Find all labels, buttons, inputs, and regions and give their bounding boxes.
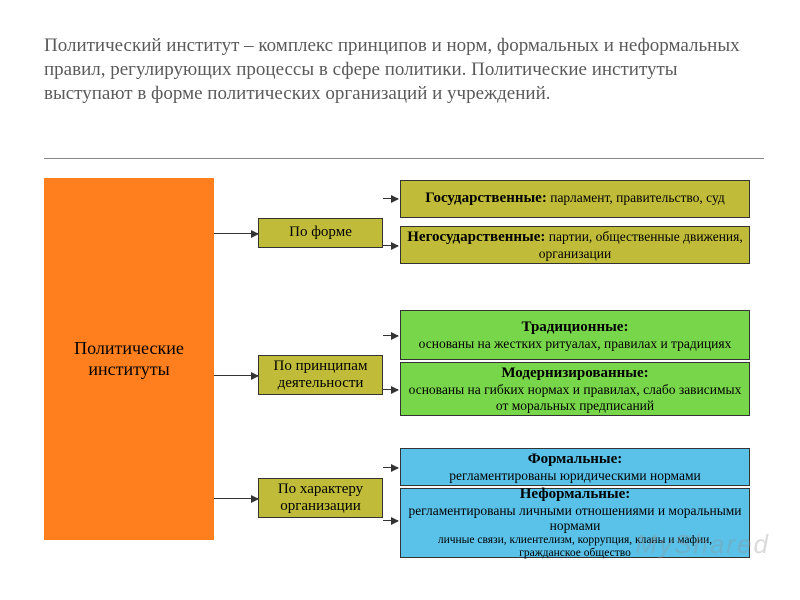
output-rest: парламент, правительство, суд	[547, 190, 725, 205]
output-informal: Неформальные: регламентированы личными о…	[400, 488, 750, 558]
output-formal: Формальные: регламентированы юридическим…	[400, 448, 750, 486]
output-state: Государственные: парламент, правительств…	[400, 180, 750, 218]
output-lead: Негосударственные:	[407, 229, 545, 245]
title-underline	[44, 158, 764, 159]
category-box-principles: По принципам деятельности	[258, 355, 383, 395]
output-rest: регламентированы личными отношениями и м…	[408, 503, 741, 534]
category-label: По форме	[289, 224, 352, 241]
output-lead: Государственные:	[425, 190, 547, 206]
arrow	[383, 335, 398, 336]
category-label: По принципам деятельности	[265, 358, 376, 393]
category-label: По характеру организации	[265, 481, 376, 516]
output-lead: Формальные:	[528, 451, 623, 467]
arrow	[383, 198, 398, 199]
arrow	[383, 467, 398, 468]
output-lead: Неформальные:	[520, 486, 631, 502]
output-rest: основаны на гибких нормах и правилах, сл…	[409, 382, 742, 413]
output-modernized: Модернизированные: основаны на гибких но…	[400, 362, 750, 416]
output-rest: основаны на жестких ритуалах, правилах и…	[419, 336, 732, 351]
output-rest: регламентированы юридическими нормами	[449, 468, 700, 483]
slide-title: Политический институт – комплекс принцип…	[44, 34, 764, 105]
output-lead: Модернизированные:	[501, 365, 648, 381]
output-nonstate: Негосударственные: партии, общественные …	[400, 226, 750, 264]
arrow	[383, 389, 398, 390]
arrow	[383, 245, 398, 246]
category-box-form: По форме	[258, 218, 383, 248]
output-lead: Традиционные:	[522, 319, 629, 335]
arrow	[214, 375, 258, 376]
main-concept-box: Политические институты	[44, 178, 214, 540]
arrow	[214, 498, 258, 499]
output-small: личные связи, клиентелизм, коррупция, кл…	[407, 534, 743, 560]
category-box-organization: По характеру организации	[258, 478, 383, 518]
arrow	[383, 520, 398, 521]
main-concept-label: Политические институты	[50, 338, 208, 379]
output-traditional: Традиционные: основаны на жестких ритуал…	[400, 310, 750, 360]
arrow	[214, 233, 258, 234]
output-rest: партии, общественные движения, организац…	[539, 229, 743, 261]
